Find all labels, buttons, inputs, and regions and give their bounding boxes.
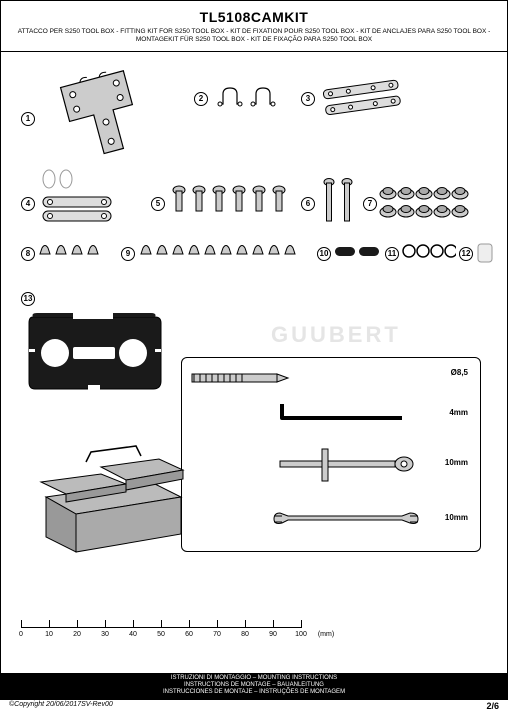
part-number-1: 1 bbox=[21, 112, 35, 126]
footer-line-1: ISTRUZIONI DI MONTAGGIO – MOUNTING INSTR… bbox=[1, 675, 507, 682]
footer-bottom-row: ©Copyright 20/06/2017SV-Rev00 2/6 bbox=[1, 699, 507, 713]
ruler-tick bbox=[217, 620, 218, 628]
drill-bit-icon bbox=[190, 366, 295, 392]
toolbox-icon bbox=[31, 442, 191, 557]
socket-wrench-icon bbox=[272, 446, 422, 486]
ruler-tick bbox=[133, 620, 134, 628]
part-number-8: 8 bbox=[21, 247, 35, 261]
part-number-5: 5 bbox=[151, 197, 165, 211]
footer-instructions-bar: ISTRUZIONI DI MONTAGGIO – MOUNTING INSTR… bbox=[1, 673, 507, 699]
black-spacers-icon bbox=[333, 244, 383, 260]
cap-nuts-many-icon bbox=[138, 240, 313, 262]
drill-size-label: Ø8,5 bbox=[451, 368, 468, 377]
part-number-11: 11 bbox=[385, 247, 399, 261]
main-bracket-icon bbox=[41, 62, 171, 182]
ruler-label: 20 bbox=[73, 631, 81, 638]
product-description: ATTACCO PER S250 TOOL BOX - FITTING KIT … bbox=[1, 25, 507, 51]
part-number-7: 7 bbox=[363, 197, 377, 211]
tools-required-panel: Ø8,5 4mm 10mm 10mm bbox=[181, 357, 481, 552]
hex-size-label: 4mm bbox=[449, 408, 468, 417]
ruler-tick bbox=[105, 620, 106, 628]
part-number-13: 13 bbox=[21, 292, 35, 306]
ruler-label: 80 bbox=[241, 631, 249, 638]
hex-key-icon bbox=[272, 398, 412, 428]
ruler-label: 50 bbox=[157, 631, 165, 638]
ruler-tick bbox=[273, 620, 274, 628]
u-clips-icon bbox=[213, 82, 283, 117]
ruler-label: 10 bbox=[45, 631, 53, 638]
part-number-9: 9 bbox=[121, 247, 135, 261]
watermark-text: GUUBERT bbox=[271, 322, 401, 348]
part-number-2: 2 bbox=[194, 92, 208, 106]
ruler-label: 90 bbox=[269, 631, 277, 638]
flange-nuts-icon bbox=[379, 182, 489, 222]
ruler-label: 60 bbox=[185, 631, 193, 638]
ruler-tick bbox=[301, 620, 302, 628]
socket-size-label: 10mm bbox=[445, 458, 468, 467]
instruction-page: TL5108CAMKIT ATTACCO PER S250 TOOL BOX -… bbox=[0, 0, 508, 700]
wrench-size-label: 10mm bbox=[445, 513, 468, 522]
long-bolts-icon bbox=[319, 174, 359, 229]
part-number-10: 10 bbox=[317, 247, 331, 261]
ruler-tick bbox=[161, 620, 162, 628]
open-wrench-icon bbox=[272, 503, 427, 533]
ruler-tick bbox=[189, 620, 190, 628]
ruler-tick bbox=[49, 620, 50, 628]
cap-nuts-light-icon bbox=[37, 240, 117, 262]
mounting-plate-icon bbox=[23, 307, 173, 402]
ruler-label: 70 bbox=[213, 631, 221, 638]
o-rings-icon bbox=[401, 242, 456, 260]
parts-diagram-area: GUUBERT 1 2 3 bbox=[1, 52, 507, 632]
ruler-label: 30 bbox=[101, 631, 109, 638]
ruler-label: 100 bbox=[295, 631, 307, 638]
flat-bars-icon bbox=[319, 67, 489, 117]
footer-line-3: INSTRUCCIONES DE MONTAJE – INSTRUÇÕES DE… bbox=[1, 689, 507, 696]
ruler-label: 0 bbox=[19, 631, 23, 638]
page-footer: ISTRUZIONI DI MONTAGGIO – MOUNTING INSTR… bbox=[1, 673, 507, 699]
pad-icon bbox=[476, 242, 496, 264]
ruler-tick bbox=[77, 620, 78, 628]
ruler-tick bbox=[21, 620, 22, 628]
short-bars-icon bbox=[31, 167, 146, 227]
ruler-label: 40 bbox=[129, 631, 137, 638]
part-number-4: 4 bbox=[21, 197, 35, 211]
page-number: 2/6 bbox=[486, 701, 499, 711]
ruler-tick bbox=[245, 620, 246, 628]
scale-ruler: 0 10 20 30 40 50 60 70 80 90 100 (mm) bbox=[21, 608, 321, 638]
product-code: TL5108CAMKIT bbox=[1, 1, 507, 25]
bolts-icon bbox=[169, 180, 299, 220]
ruler-unit: (mm) bbox=[318, 631, 334, 638]
part-number-3: 3 bbox=[301, 92, 315, 106]
part-number-6: 6 bbox=[301, 197, 315, 211]
part-number-12: 12 bbox=[459, 247, 473, 261]
copyright-text: ©Copyright 20/06/2017SV-Rev00 bbox=[9, 701, 113, 711]
